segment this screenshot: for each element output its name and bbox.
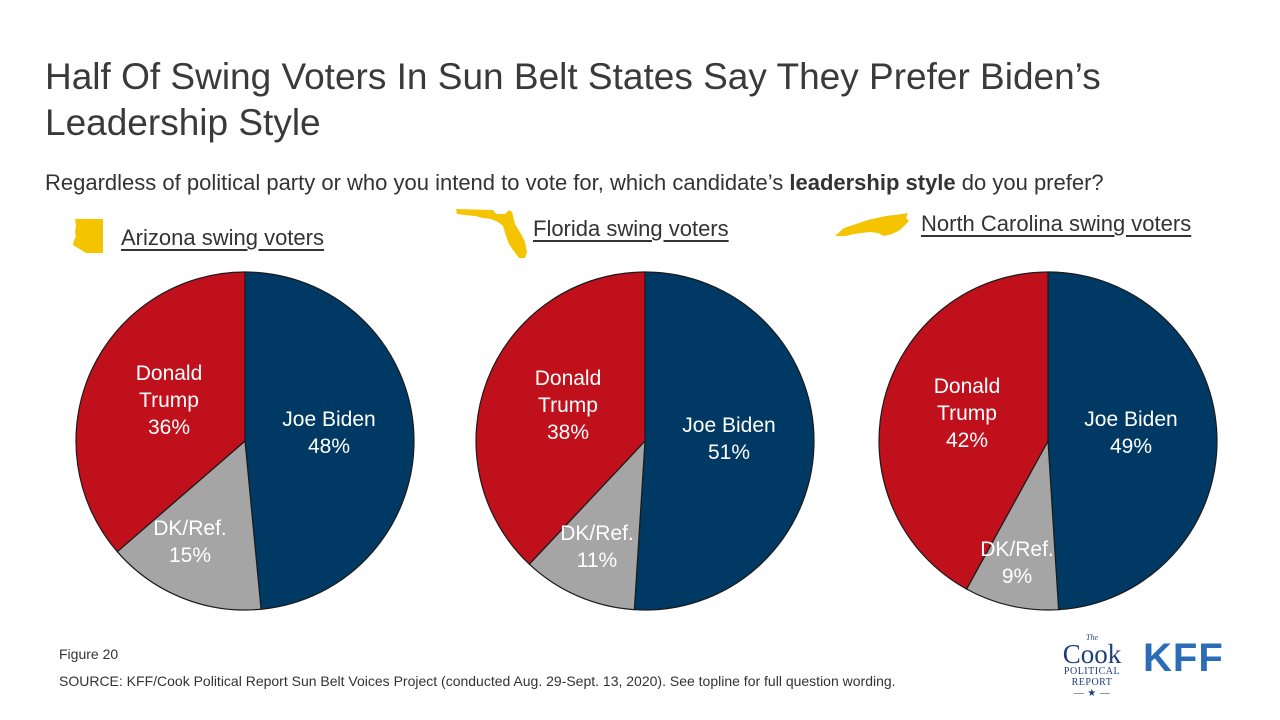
florida-label-trump: Donald Trump 38% [535, 367, 602, 444]
arizona-label-dk-ref: DK/Ref. 15% [153, 517, 227, 567]
cook-logo-line1: POLITICAL [1063, 666, 1121, 677]
north-carolina-chart-title: North Carolina swing voters [921, 211, 1192, 236]
north-carolina-state-icon [835, 213, 909, 236]
subtitle-text-after: do you prefer? [955, 170, 1104, 195]
subtitle-bold-text: leadership style [789, 170, 956, 195]
north-carolina-slice-biden [1047, 271, 1218, 611]
arizona-slice-dk-ref [116, 439, 262, 611]
arizona-chart-title: Arizona swing voters [121, 225, 324, 250]
arizona-pie: Joe Biden 48% DK/Ref. 15% Donald Trump 36% [75, 271, 415, 611]
florida-state-icon [456, 209, 527, 258]
page-title: Half Of Swing Voters In Sun Belt States … [45, 56, 1101, 143]
florida-label-biden: Joe Biden 51% [682, 414, 775, 464]
north-carolina-pie: Joe Biden 49% DK/Ref. 9% Donald Trump 42% [878, 271, 1218, 611]
question-subtitle: Regardless of political party or who you… [45, 168, 1275, 198]
north-carolina-label-trump: Donald Trump 42% [934, 375, 1001, 452]
florida-slice-dk-ref [528, 439, 646, 611]
arizona-state-icon [73, 219, 103, 253]
subtitle-text-before: Regardless of political party or who you… [45, 170, 790, 195]
cook-logo-name: Cook [1062, 639, 1122, 669]
arizona-label-trump: Donald Trump 36% [136, 362, 203, 439]
florida-label-dk-ref: DK/Ref. 11% [560, 522, 634, 572]
florida-chart-title: Florida swing voters [533, 216, 729, 241]
north-carolina-label-dk-ref: DK/Ref. 9% [980, 538, 1054, 588]
source-note: SOURCE: KFF/Cook Political Report Sun Be… [59, 673, 896, 689]
figure-number: Figure 20 [59, 646, 119, 662]
cook-logo-the: The [1086, 633, 1098, 642]
cook-political-report-logo: The Cook POLITICAL REPORT — ★ — [1054, 633, 1130, 700]
north-carolina-label-biden: Joe Biden 49% [1084, 408, 1177, 458]
arizona-slice-biden [244, 271, 415, 610]
cook-logo-star: — ★ — [1073, 688, 1111, 699]
florida-pie: Joe Biden 51% DK/Ref. 11% Donald Trump 38% [475, 271, 815, 611]
florida-slice-trump [475, 271, 646, 566]
kff-logo: KFF [1143, 636, 1224, 680]
north-carolina-slice-trump [878, 271, 1049, 590]
arizona-slice-trump [75, 271, 246, 553]
cook-logo-line2: REPORT [1071, 677, 1113, 688]
florida-slice-biden [633, 271, 815, 611]
arizona-label-biden: Joe Biden 48% [282, 408, 375, 458]
north-carolina-slice-dk-ref [965, 438, 1060, 611]
